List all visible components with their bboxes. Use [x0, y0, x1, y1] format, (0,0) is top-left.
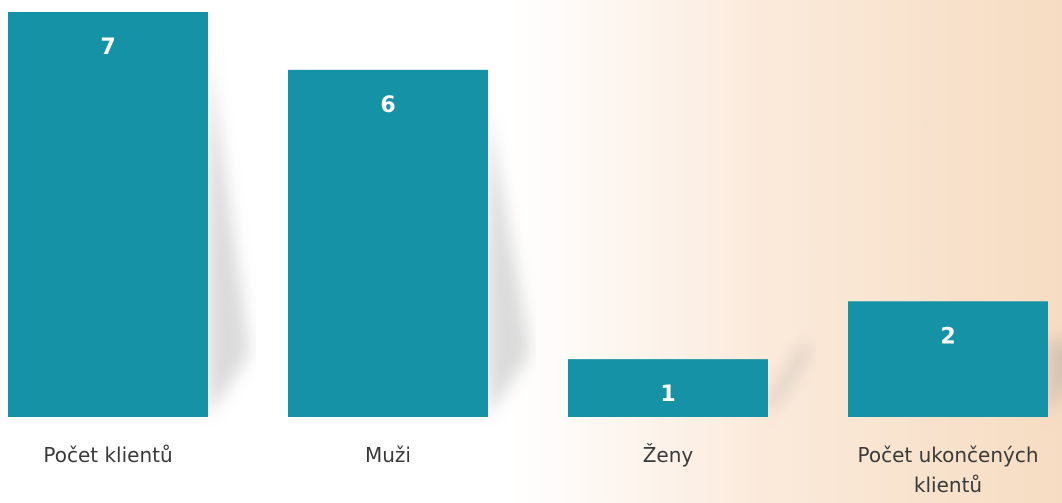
category-label: Ženy: [642, 443, 694, 467]
category-label: Počet ukončených klientů: [857, 443, 1039, 497]
bar: [568, 359, 768, 417]
value-label: 1: [660, 382, 675, 407]
value-label: 7: [100, 35, 115, 60]
bar-shadow: [208, 52, 248, 417]
bar-shadow: [488, 109, 528, 417]
value-label: 2: [940, 324, 955, 349]
bar-shadow: [768, 337, 808, 417]
value-label: 6: [380, 93, 395, 118]
category-label: Počet klientů: [43, 443, 173, 467]
bar: [8, 12, 208, 417]
bar: [848, 301, 1048, 417]
bar-shadow: [1048, 339, 1062, 417]
bar: [288, 69, 488, 417]
category-label: Muži: [365, 443, 411, 467]
